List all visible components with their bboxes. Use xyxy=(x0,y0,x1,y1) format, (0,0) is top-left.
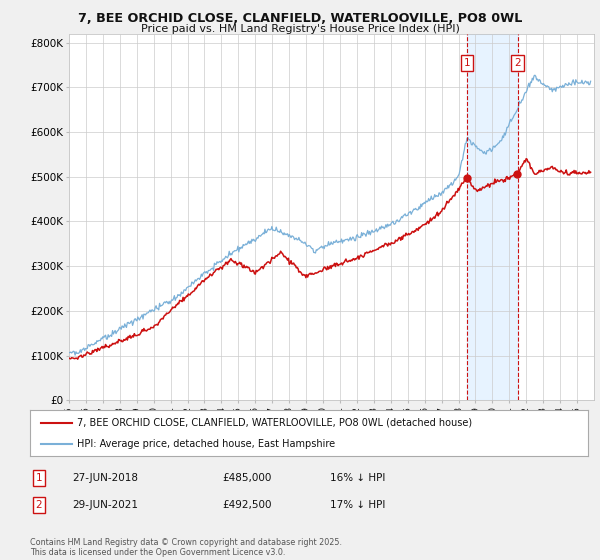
Text: 29-JUN-2021: 29-JUN-2021 xyxy=(72,500,138,510)
Text: HPI: Average price, detached house, East Hampshire: HPI: Average price, detached house, East… xyxy=(77,439,335,449)
Text: 1: 1 xyxy=(464,58,470,68)
Text: 1: 1 xyxy=(35,473,43,483)
Text: 7, BEE ORCHID CLOSE, CLANFIELD, WATERLOOVILLE, PO8 0WL: 7, BEE ORCHID CLOSE, CLANFIELD, WATERLOO… xyxy=(78,12,522,25)
Bar xyxy=(467,34,518,400)
Text: 17% ↓ HPI: 17% ↓ HPI xyxy=(330,500,385,510)
Text: 27-JUN-2018: 27-JUN-2018 xyxy=(72,473,138,483)
Text: Contains HM Land Registry data © Crown copyright and database right 2025.
This d: Contains HM Land Registry data © Crown c… xyxy=(30,538,342,557)
Text: 7, BEE ORCHID CLOSE, CLANFIELD, WATERLOOVILLE, PO8 0WL (detached house): 7, BEE ORCHID CLOSE, CLANFIELD, WATERLOO… xyxy=(77,418,473,428)
Text: £492,500: £492,500 xyxy=(222,500,271,510)
Text: 2: 2 xyxy=(35,500,43,510)
Text: 16% ↓ HPI: 16% ↓ HPI xyxy=(330,473,385,483)
Text: 2: 2 xyxy=(514,58,521,68)
Text: £485,000: £485,000 xyxy=(222,473,271,483)
Text: Price paid vs. HM Land Registry's House Price Index (HPI): Price paid vs. HM Land Registry's House … xyxy=(140,24,460,34)
